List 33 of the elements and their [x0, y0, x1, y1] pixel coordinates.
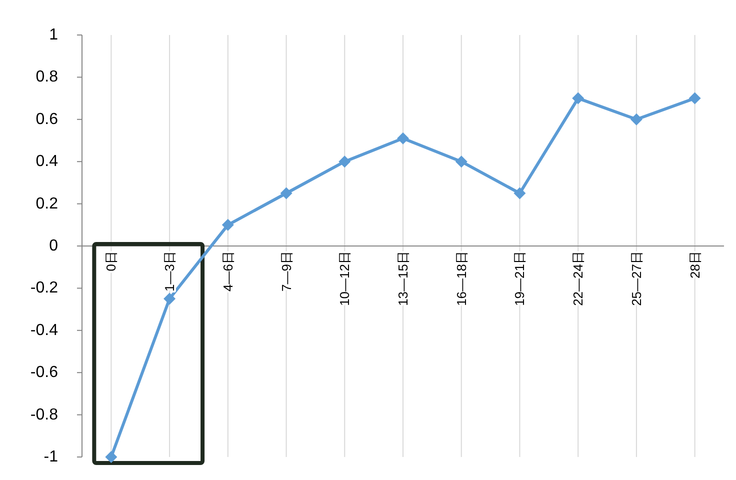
y-tick-label: 0.6: [36, 110, 58, 128]
x-tick-label: 10—12日: [337, 251, 352, 306]
x-tick-label: 28日: [687, 251, 702, 278]
x-tick-label: 22—24日: [570, 251, 586, 306]
x-tick-label: 0日: [104, 251, 119, 272]
point: [688, 92, 701, 104]
point: [514, 187, 526, 200]
x-tick-label: 13—15日: [396, 251, 410, 306]
y-tick-label: -1: [44, 448, 58, 466]
point: [455, 156, 468, 168]
x-tick-label: 19—21日: [512, 251, 528, 306]
x-tick-label: 4—6日: [220, 251, 236, 292]
point: [105, 451, 118, 463]
x-tick-label: 1—3日: [162, 251, 178, 292]
y-tick-label: 1: [49, 26, 58, 44]
point: [338, 156, 351, 168]
y-tick-label: 0.2: [36, 195, 58, 212]
x-tick-label: 25—27日: [628, 251, 644, 306]
y-tick-label: 0: [49, 238, 58, 254]
y-tick-label: -0.4: [30, 322, 58, 339]
point: [630, 113, 642, 126]
point: [572, 92, 584, 104]
y-tick-label: -0.6: [30, 364, 58, 382]
y-tick-label: -0.2: [30, 280, 58, 297]
point: [397, 132, 409, 144]
y-tick-label: 0.4: [36, 153, 58, 170]
point: [164, 292, 176, 305]
y-tick-label: 0.8: [36, 68, 58, 86]
y-tick-label: -0.8: [30, 406, 58, 424]
point: [222, 218, 234, 231]
x-tick-label: 16—18日: [454, 251, 469, 306]
point: [280, 187, 292, 200]
x-tick-label: 7—9日: [278, 251, 294, 292]
